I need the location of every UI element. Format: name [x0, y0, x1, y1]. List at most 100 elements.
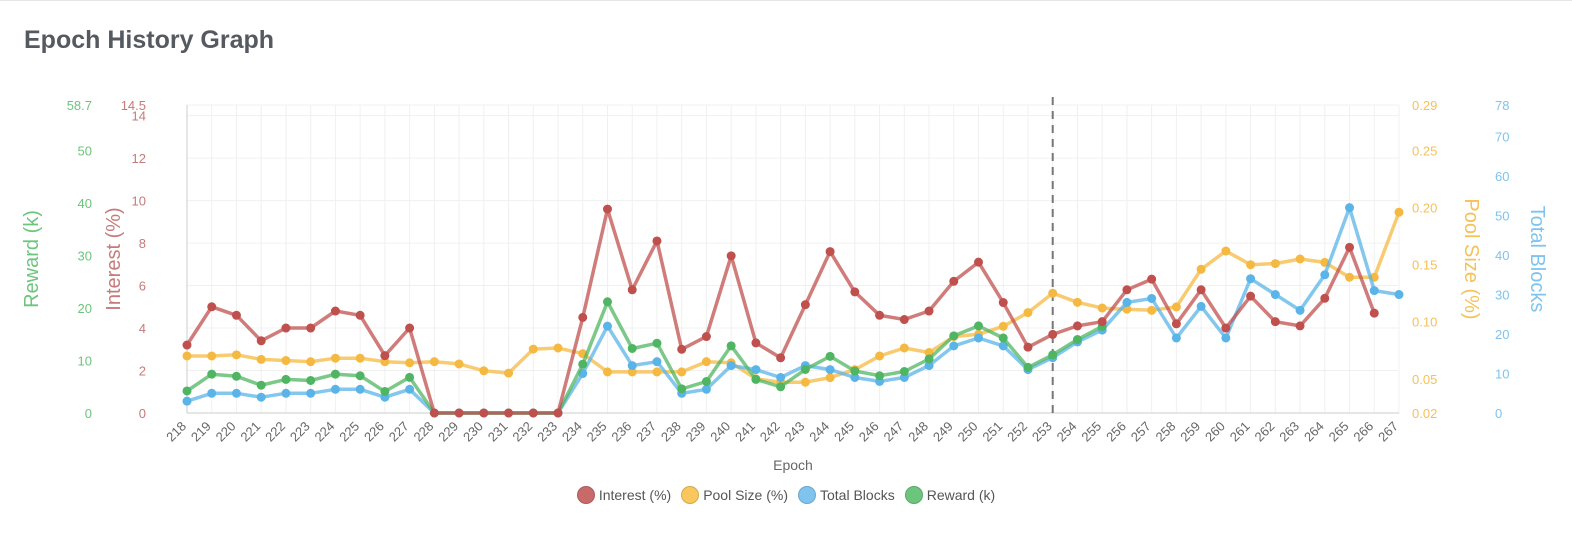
data-point[interactable]: [330, 353, 340, 363]
data-point[interactable]: [924, 354, 934, 364]
data-point[interactable]: [330, 384, 340, 394]
data-point[interactable]: [875, 371, 885, 381]
data-point[interactable]: [1048, 288, 1058, 298]
data-point[interactable]: [182, 386, 192, 396]
data-point[interactable]: [1295, 254, 1305, 264]
data-point[interactable]: [528, 344, 538, 354]
data-point[interactable]: [924, 306, 934, 316]
data-point[interactable]: [1394, 207, 1404, 217]
data-point[interactable]: [1196, 301, 1206, 311]
data-point[interactable]: [751, 374, 761, 384]
data-point[interactable]: [825, 247, 835, 257]
data-point[interactable]: [355, 310, 365, 320]
data-point[interactable]: [1097, 317, 1107, 327]
data-point[interactable]: [504, 368, 514, 378]
data-point[interactable]: [1147, 293, 1157, 303]
data-point[interactable]: [330, 306, 340, 316]
data-point[interactable]: [429, 408, 439, 418]
data-point[interactable]: [1072, 321, 1082, 331]
data-point[interactable]: [1023, 308, 1033, 318]
data-point[interactable]: [751, 365, 761, 375]
data-point[interactable]: [825, 373, 835, 383]
data-point[interactable]: [875, 310, 885, 320]
legend-item[interactable]: Total Blocks: [798, 486, 895, 504]
data-point[interactable]: [974, 257, 984, 267]
data-point[interactable]: [1072, 297, 1082, 307]
data-point[interactable]: [207, 369, 217, 379]
data-point[interactable]: [602, 367, 612, 377]
data-point[interactable]: [504, 408, 514, 418]
data-point[interactable]: [1097, 303, 1107, 313]
data-point[interactable]: [652, 338, 662, 348]
data-point[interactable]: [256, 380, 266, 390]
data-point[interactable]: [405, 358, 415, 368]
data-point[interactable]: [405, 372, 415, 382]
data-point[interactable]: [182, 396, 192, 406]
data-point[interactable]: [256, 336, 266, 346]
data-point[interactable]: [602, 297, 612, 307]
data-point[interactable]: [256, 392, 266, 402]
data-point[interactable]: [1320, 270, 1330, 280]
legend-item[interactable]: Reward (k): [904, 486, 995, 504]
data-point[interactable]: [627, 285, 637, 295]
data-point[interactable]: [800, 377, 810, 387]
data-point[interactable]: [405, 323, 415, 333]
data-point[interactable]: [306, 375, 316, 385]
data-point[interactable]: [652, 367, 662, 377]
data-point[interactable]: [207, 351, 217, 361]
data-point[interactable]: [800, 300, 810, 310]
data-point[interactable]: [355, 384, 365, 394]
data-point[interactable]: [330, 369, 340, 379]
data-point[interactable]: [949, 341, 959, 351]
data-point[interactable]: [1345, 272, 1355, 282]
data-point[interactable]: [380, 351, 390, 361]
data-point[interactable]: [751, 338, 761, 348]
data-point[interactable]: [875, 351, 885, 361]
data-point[interactable]: [528, 408, 538, 418]
data-point[interactable]: [578, 312, 588, 322]
data-point[interactable]: [231, 388, 241, 398]
data-point[interactable]: [1345, 203, 1355, 213]
data-point[interactable]: [1196, 285, 1206, 295]
data-point[interactable]: [1369, 286, 1379, 296]
data-point[interactable]: [306, 323, 316, 333]
data-point[interactable]: [726, 341, 736, 351]
data-point[interactable]: [281, 356, 291, 366]
data-point[interactable]: [182, 340, 192, 350]
data-point[interactable]: [553, 343, 563, 353]
data-point[interactable]: [231, 371, 241, 381]
data-point[interactable]: [207, 388, 217, 398]
data-point[interactable]: [627, 361, 637, 371]
data-point[interactable]: [1122, 285, 1132, 295]
data-point[interactable]: [1048, 350, 1058, 360]
data-point[interactable]: [677, 367, 687, 377]
data-point[interactable]: [281, 374, 291, 384]
data-point[interactable]: [726, 251, 736, 261]
data-point[interactable]: [1295, 321, 1305, 331]
data-point[interactable]: [306, 357, 316, 367]
data-point[interactable]: [429, 357, 439, 367]
data-point[interactable]: [602, 204, 612, 214]
data-point[interactable]: [701, 384, 711, 394]
data-point[interactable]: [479, 408, 489, 418]
data-point[interactable]: [1394, 290, 1404, 300]
data-point[interactable]: [776, 382, 786, 392]
data-point[interactable]: [405, 384, 415, 394]
data-point[interactable]: [652, 357, 662, 367]
data-point[interactable]: [1196, 264, 1206, 274]
data-point[interactable]: [281, 323, 291, 333]
data-point[interactable]: [1270, 317, 1280, 327]
data-point[interactable]: [776, 353, 786, 363]
data-point[interactable]: [306, 388, 316, 398]
data-point[interactable]: [1270, 259, 1280, 269]
data-point[interactable]: [850, 366, 860, 376]
data-point[interactable]: [652, 236, 662, 246]
legend-item[interactable]: Pool Size (%): [681, 486, 788, 504]
data-point[interactable]: [701, 357, 711, 367]
data-point[interactable]: [949, 276, 959, 286]
data-point[interactable]: [355, 371, 365, 381]
data-point[interactable]: [1295, 305, 1305, 315]
data-point[interactable]: [454, 359, 464, 369]
data-point[interactable]: [998, 298, 1008, 308]
data-point[interactable]: [380, 386, 390, 396]
